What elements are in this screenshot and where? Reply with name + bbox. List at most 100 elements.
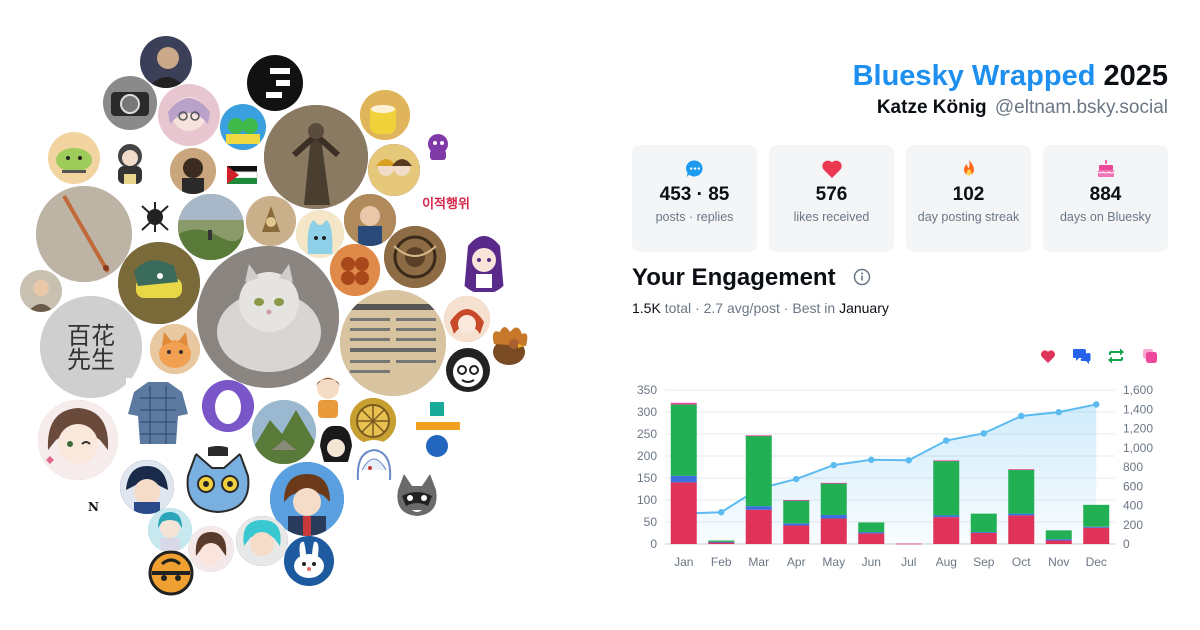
stat-value: 884 — [1089, 184, 1122, 205]
cumulative-area — [683, 404, 1097, 544]
y-tick-label: 150 — [637, 471, 657, 485]
bar-segment — [1083, 504, 1110, 527]
avatar[interactable] — [270, 462, 344, 536]
avatar[interactable] — [140, 36, 192, 88]
x-tick-label: Feb — [711, 555, 732, 569]
avatar[interactable] — [444, 346, 492, 394]
avatar[interactable] — [316, 422, 356, 466]
stat-value: 453 · 85 — [659, 184, 730, 205]
bar-segment — [933, 517, 960, 544]
display-name: Katze König — [876, 97, 987, 118]
avatar[interactable] — [48, 132, 100, 184]
avatar[interactable] — [120, 460, 174, 514]
bar-segment — [858, 532, 885, 534]
bar-segment — [1008, 515, 1035, 544]
avatar[interactable] — [182, 446, 254, 518]
y-tick-label: 250 — [637, 427, 657, 441]
bar-segment — [708, 542, 735, 544]
avatar[interactable] — [103, 76, 157, 130]
avatar[interactable] — [330, 244, 380, 296]
avatar[interactable] — [344, 194, 396, 246]
cumulative-point — [905, 457, 912, 464]
avatar[interactable] — [252, 400, 316, 464]
avatar[interactable] — [148, 550, 194, 596]
avatar[interactable]: 이적행위 — [416, 188, 476, 216]
engagement-average: 2.7 avg/post — [703, 300, 780, 316]
legend-replies[interactable] — [1072, 346, 1092, 366]
y2-tick-label: 1,000 — [1123, 441, 1153, 455]
avatar[interactable] — [368, 144, 420, 196]
avatar[interactable] — [221, 154, 263, 196]
user-line: Katze König @eltnam.bsky.social — [853, 96, 1168, 120]
avatar[interactable] — [350, 398, 396, 444]
stat-label: posts · replies — [655, 210, 734, 224]
avatar[interactable] — [340, 290, 446, 396]
avatar[interactable] — [264, 105, 368, 209]
x-tick-label: Jul — [901, 555, 916, 569]
heart-icon — [821, 160, 842, 178]
avatar[interactable]: 百花先生 — [40, 296, 142, 398]
info-icon[interactable] — [853, 268, 871, 286]
avatar[interactable] — [246, 196, 296, 246]
stat-card-likes: 576 likes received — [769, 145, 894, 252]
avatar[interactable] — [36, 186, 132, 282]
avatar[interactable] — [197, 246, 339, 388]
bar-segment — [708, 540, 735, 542]
avatar[interactable]: N — [72, 488, 114, 528]
repost-icon — [1108, 348, 1124, 364]
y2-tick-label: 1,200 — [1123, 422, 1153, 436]
avatar[interactable] — [392, 470, 442, 522]
x-tick-label: Jun — [862, 555, 881, 569]
avatar[interactable] — [118, 242, 200, 324]
legend-likes[interactable] — [1038, 346, 1058, 366]
avatar[interactable] — [360, 90, 410, 140]
avatar[interactable] — [308, 370, 348, 422]
avatar[interactable] — [418, 128, 458, 168]
chat-bubble-icon — [685, 160, 703, 177]
bar-segment — [745, 506, 772, 510]
bar-segment — [820, 514, 847, 519]
avatar[interactable] — [384, 226, 446, 288]
avatar[interactable] — [150, 324, 200, 374]
cake-icon — [1097, 160, 1114, 177]
cumulative-point — [1093, 401, 1100, 408]
avatar[interactable] — [178, 194, 244, 260]
avatar[interactable] — [104, 134, 156, 190]
avatar[interactable] — [484, 322, 534, 370]
brand-title: Bluesky Wrapped — [852, 60, 1096, 92]
avatar[interactable] — [296, 210, 344, 258]
y2-tick-label: 0 — [1123, 537, 1130, 551]
avatar[interactable] — [148, 508, 192, 552]
y-tick-label: 0 — [650, 537, 657, 551]
cumulative-point — [830, 461, 837, 469]
avatar[interactable] — [38, 400, 118, 480]
bar-segment — [820, 483, 847, 515]
bar-segment — [1045, 530, 1072, 540]
legend-reposts[interactable] — [1106, 346, 1126, 366]
avatar[interactable] — [188, 526, 234, 572]
engagement-chart: 0 50 100 150 200 250 300 350 0 200 400 600 800 1,000 1… — [637, 383, 1153, 569]
avatar[interactable] — [284, 536, 334, 586]
avatar[interactable] — [126, 378, 190, 448]
bar-segment — [933, 515, 960, 518]
avatar[interactable] — [202, 380, 254, 432]
avatar[interactable] — [444, 296, 490, 342]
y2-tick-label: 600 — [1123, 479, 1143, 493]
bar-segment — [858, 533, 885, 544]
avatar[interactable] — [454, 226, 514, 294]
avatar[interactable] — [350, 440, 398, 488]
korean-text: 이적행위 — [422, 196, 470, 212]
engagement-summary: 1.5K total · 2.7 avg/post · Best in Janu… — [632, 299, 889, 317]
user-handle[interactable]: @eltnam.bsky.social — [994, 97, 1168, 118]
avatar[interactable] — [134, 196, 176, 238]
avatar[interactable] — [414, 400, 462, 460]
legend-quotes[interactable] — [1140, 346, 1160, 366]
avatar[interactable] — [220, 104, 266, 150]
bar-segment — [708, 541, 735, 543]
avatar[interactable] — [170, 148, 216, 194]
avatar[interactable] — [236, 516, 288, 566]
avatar[interactable] — [20, 270, 62, 312]
avatar[interactable] — [158, 84, 220, 146]
avatar[interactable] — [246, 54, 304, 112]
bar-segment — [783, 523, 810, 526]
